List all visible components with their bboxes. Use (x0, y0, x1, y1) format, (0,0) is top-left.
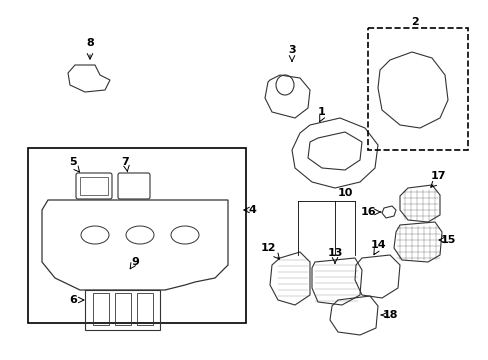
Text: 13: 13 (326, 248, 342, 258)
Text: 3: 3 (287, 45, 295, 55)
Text: 9: 9 (131, 257, 139, 267)
Bar (93, 293, 109, 325)
Text: 10: 10 (337, 188, 352, 198)
Text: 8: 8 (86, 38, 94, 48)
Text: 7: 7 (121, 157, 129, 167)
Text: 4: 4 (247, 205, 255, 215)
Text: 15: 15 (439, 235, 455, 245)
Text: 14: 14 (369, 240, 385, 250)
Text: 5: 5 (69, 157, 77, 167)
Bar (28, 148, 245, 323)
Text: 2: 2 (410, 17, 418, 27)
Bar (137, 293, 153, 325)
Text: 12: 12 (260, 243, 275, 253)
Bar (367, 28, 467, 150)
Bar (80, 177, 108, 195)
Text: 16: 16 (360, 207, 375, 217)
Text: 17: 17 (429, 171, 445, 181)
Bar (115, 293, 131, 325)
Text: 1: 1 (318, 107, 325, 117)
Text: 6: 6 (69, 295, 77, 305)
Text: 18: 18 (382, 310, 397, 320)
